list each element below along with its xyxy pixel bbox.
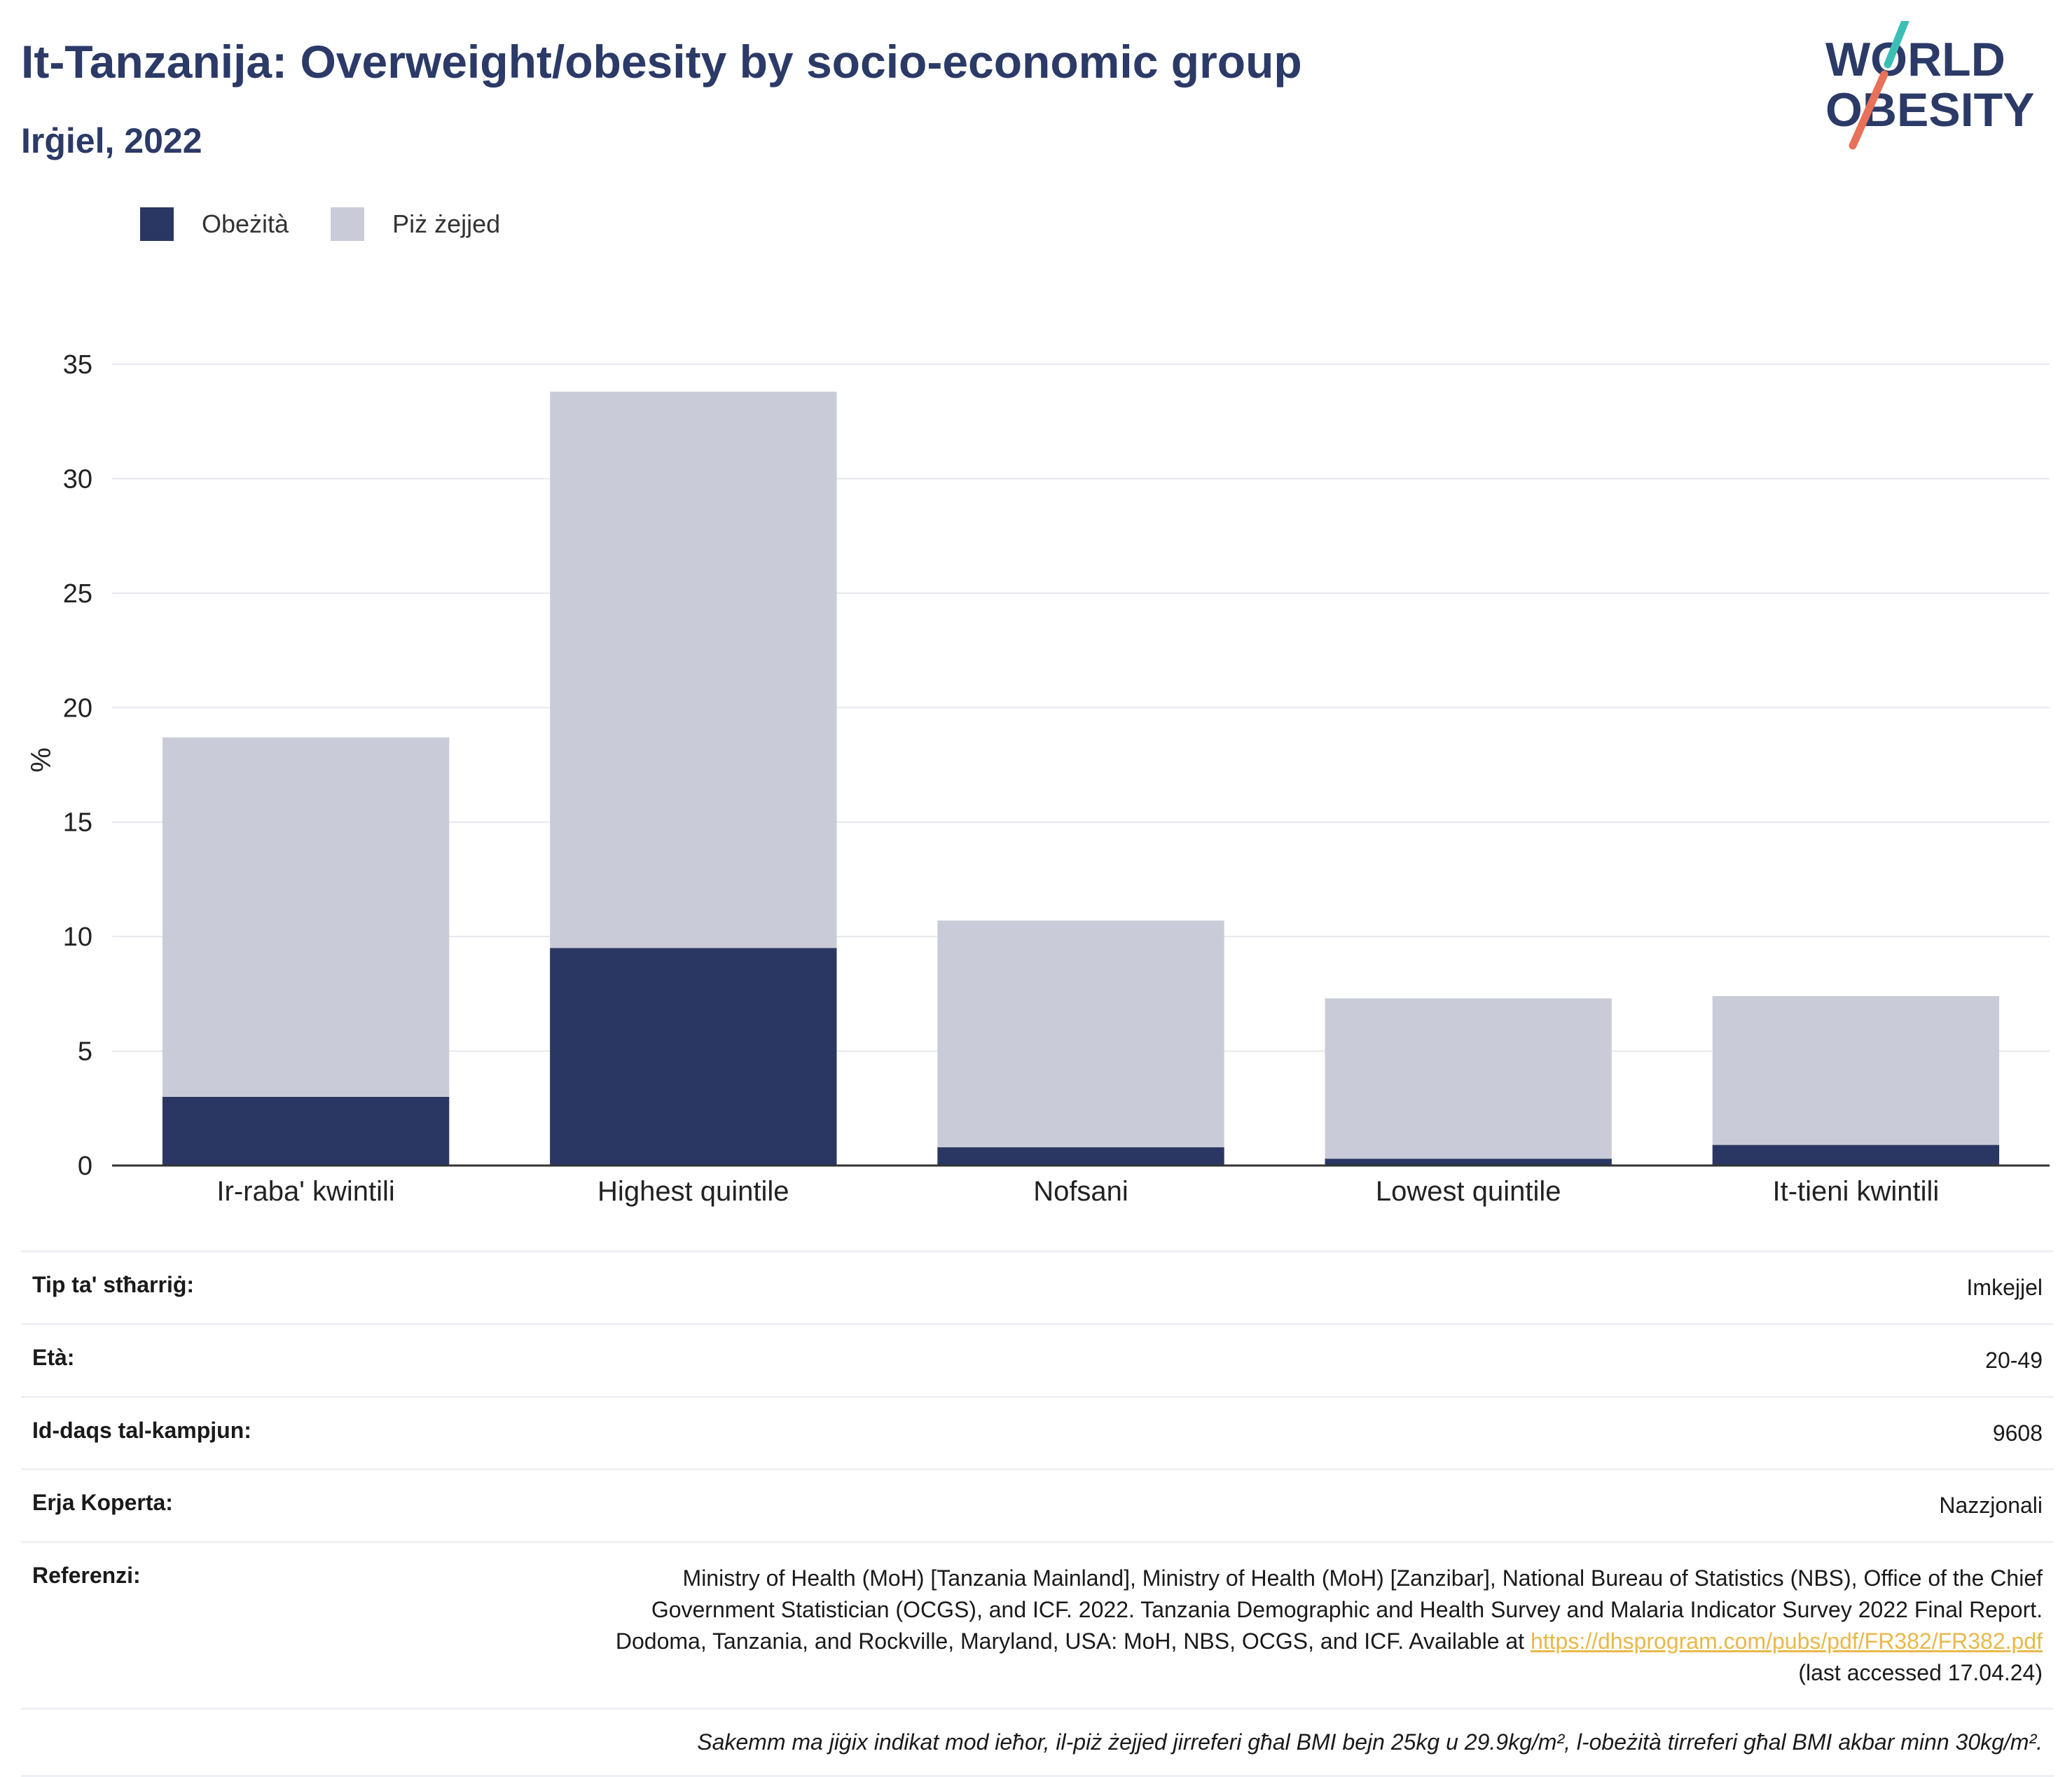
logo-slash-coral: [1849, 70, 1888, 150]
meta-value: 9608: [1992, 1420, 2043, 1446]
meta-value: Imkejjel: [1966, 1275, 2043, 1300]
legend-label-obesity: Obeżità: [202, 209, 289, 238]
bar-chart: 0 5 10 15 20 25 30 35 Ir-raba' kwintili Highest …: [26, 350, 2050, 1207]
reference-citation: Ministry of Health (MoH) [Tanzania Mainl…: [615, 1565, 2043, 1654]
y-tick-label: 30: [63, 464, 92, 494]
bar-overweight: [162, 737, 450, 1097]
meta-row-age: Età: 20-49: [21, 1322, 2054, 1396]
bar-overweight: [937, 920, 1224, 1147]
bar-overweight: [550, 392, 837, 948]
y-tick-label: 35: [63, 350, 92, 380]
bar-obesity: [1325, 1159, 1612, 1166]
y-tick-label: 0: [78, 1152, 92, 1181]
meta-key: Erja Koperta:: [32, 1490, 173, 1516]
logo-slash-teal: [1884, 21, 1909, 69]
bar-obesity: [550, 948, 837, 1166]
meta-key: Referenzi:: [32, 1563, 141, 1589]
bar-obesity: [1712, 1145, 2000, 1166]
meta-key: Id-daqs tal-kampjun:: [32, 1417, 251, 1443]
legend-label-overweight: Piż żejjed: [392, 209, 501, 238]
bar-obesity: [162, 1096, 450, 1166]
y-tick-label: 25: [63, 579, 92, 609]
meta-row-sample-size: Id-daqs tal-kampjun: 9608: [21, 1395, 2054, 1469]
legend-item-obesity: Obeżità: [140, 207, 289, 241]
reference-accessed: (last accessed 17.04.24): [1798, 1659, 2043, 1685]
bar-overweight: [1325, 998, 1612, 1159]
x-tick-label: Lowest quintile: [1376, 1176, 1561, 1207]
meta-key: Età:: [32, 1344, 75, 1370]
chart-title: It-Tanzanija: Overweight/obesity by soci…: [21, 36, 1302, 88]
chart-legend: Obeżità Piż żejjed: [140, 207, 542, 241]
logo-word-world: WORLD: [1825, 33, 2005, 86]
meta-value: Nazzjonali: [1939, 1493, 2043, 1519]
y-tick-label: 15: [63, 808, 92, 838]
legend-swatch-overweight: [331, 207, 365, 241]
x-tick-label: Highest quintile: [598, 1176, 789, 1207]
legend-swatch-obesity: [140, 207, 174, 241]
bar-overweight: [1712, 996, 2000, 1145]
chart-bars: [162, 392, 2000, 1166]
x-tick-label: It-tieni kwintili: [1772, 1176, 1939, 1207]
meta-value: 20-49: [1985, 1347, 2043, 1373]
chart-subtitle: Irġiel, 2022: [21, 121, 202, 160]
y-tick-label: 20: [63, 693, 92, 723]
y-tick-label: 5: [78, 1037, 92, 1067]
survey-metadata-table: Tip ta' stħarriġ: Imkejjel Età: 20-49 Id…: [21, 1250, 2054, 1777]
x-tick-label: Nofsani: [1033, 1176, 1128, 1207]
x-axis-ticks: Ir-raba' kwintili Highest quintile Nofsani…: [216, 1176, 1939, 1207]
x-tick-label: Ir-raba' kwintili: [216, 1176, 394, 1207]
meta-row-references: Referenzi: Ministry of Health (MoH) [Tan…: [21, 1541, 2054, 1708]
y-axis-ticks: 0 5 10 15 20 25 30 35: [63, 350, 92, 1181]
world-obesity-logo: WORLD OBESITY: [1825, 21, 2035, 150]
bmi-definition-note: Sakemm ma jiġix indikat mod ieħor, il-pi…: [21, 1708, 2054, 1777]
legend-item-overweight: Piż żejjed: [331, 207, 500, 241]
meta-row-survey-type: Tip ta' stħarriġ: Imkejjel: [21, 1250, 2054, 1323]
meta-row-area-covered: Erja Koperta: Nazzjonali: [21, 1468, 2054, 1541]
meta-key: Tip ta' stħarriġ:: [32, 1272, 195, 1297]
y-tick-label: 10: [63, 922, 92, 952]
y-axis-label: %: [26, 747, 57, 773]
reference-text: Ministry of Health (MoH) [Tanzania Mainl…: [600, 1563, 2043, 1688]
bar-obesity: [937, 1147, 1224, 1166]
reference-link[interactable]: https://dhsprogram.com/pubs/pdf/FR382/FR…: [1530, 1628, 2043, 1654]
